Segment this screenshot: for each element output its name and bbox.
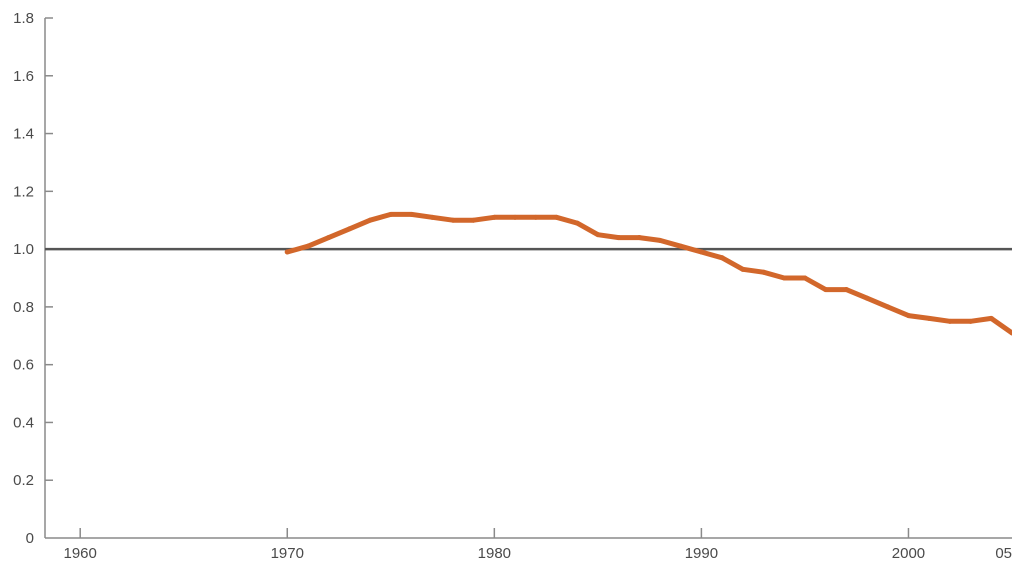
data-point — [864, 295, 870, 301]
data-point — [450, 217, 456, 223]
x-tick-label: 05 — [995, 545, 1012, 562]
data-point — [905, 313, 911, 319]
data-point — [885, 304, 891, 310]
data-point — [346, 226, 352, 232]
y-tick-label: 1.0 — [13, 241, 34, 258]
y-tick-label: 0.4 — [13, 414, 34, 431]
data-point — [1009, 330, 1012, 336]
data-point — [305, 243, 311, 249]
data-point — [533, 214, 539, 220]
data-point — [657, 237, 663, 243]
data-point — [926, 315, 932, 321]
data-point — [616, 235, 622, 241]
data-point — [823, 287, 829, 293]
data-point — [326, 235, 332, 241]
data-point — [719, 255, 725, 261]
y-tick-label: 0.6 — [13, 357, 34, 374]
x-tick-label: 2000 — [892, 545, 925, 562]
data-point — [740, 266, 746, 272]
data-point — [678, 243, 684, 249]
data-point — [574, 220, 580, 226]
data-point — [553, 214, 559, 220]
data-point — [698, 249, 704, 255]
data-point — [429, 214, 435, 220]
y-axis-ticks: 0 0.2 0.4 0.6 0.8 1.0 1.2 1.4 1.6 1.8 — [13, 10, 53, 547]
y-tick-label: 1.6 — [13, 68, 34, 85]
y-tick-label: 0.2 — [13, 472, 34, 489]
data-point — [947, 318, 953, 324]
y-tick-label: 1.2 — [13, 183, 34, 200]
x-tick-label: 1960 — [64, 545, 97, 562]
data-point — [512, 214, 518, 220]
data-point — [802, 275, 808, 281]
data-point — [968, 318, 974, 324]
data-point — [636, 235, 642, 241]
y-tick-label: 1.4 — [13, 126, 34, 143]
x-tick-label: 1990 — [685, 545, 718, 562]
y-tick-label: 1.8 — [13, 10, 34, 27]
y-tick-label: 0.8 — [13, 299, 34, 316]
data-point — [388, 211, 394, 217]
data-point — [781, 275, 787, 281]
y-tick-label: 0 — [26, 530, 34, 547]
data-point — [761, 269, 767, 275]
data-point — [284, 249, 290, 255]
x-tick-label: 1980 — [478, 545, 511, 562]
x-axis-ticks: 1960 1970 1980 1990 2000 05 — [64, 528, 1012, 562]
data-point — [843, 287, 849, 293]
axes — [44, 18, 1012, 539]
x-tick-label: 1970 — [271, 545, 304, 562]
series-group — [284, 211, 1012, 336]
data-point — [595, 232, 601, 238]
series-line — [284, 211, 1012, 336]
data-point — [988, 315, 994, 321]
data-point — [367, 217, 373, 223]
data-point — [491, 214, 497, 220]
data-point — [471, 217, 477, 223]
data-point — [409, 211, 415, 217]
